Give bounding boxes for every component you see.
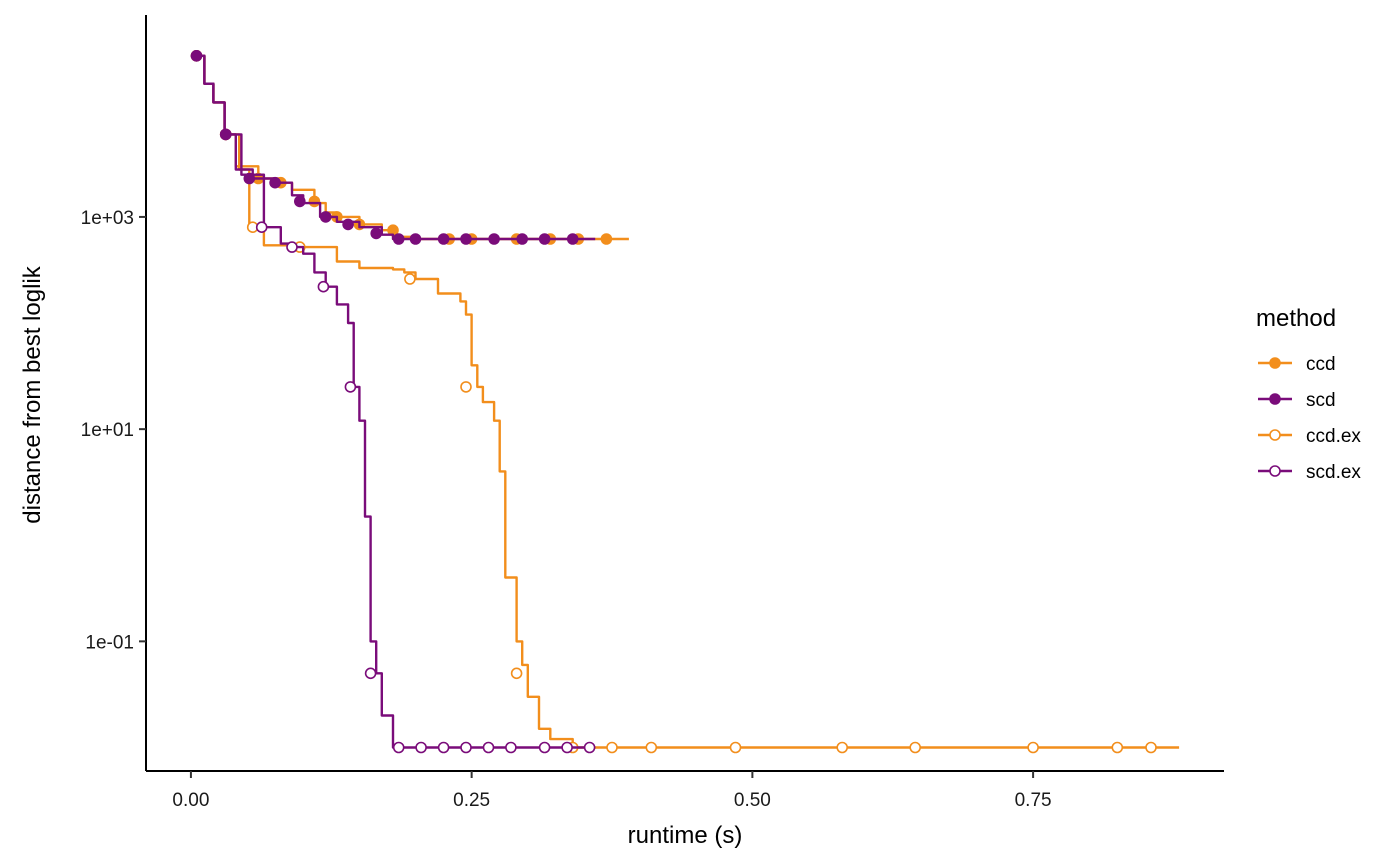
- y-axis-title: distance from best loglik: [19, 265, 46, 523]
- data-point: [645, 741, 658, 754]
- data-point: [437, 233, 450, 245]
- legend-item-ccd-ex: ccd.ex: [1258, 426, 1361, 447]
- data-point: [286, 241, 298, 253]
- legend: method ccd scd ccd.ex scd.ex: [1256, 305, 1361, 483]
- data-point: [488, 233, 500, 245]
- legend-item-ccd: ccd: [1258, 354, 1336, 375]
- data-point: [219, 128, 232, 141]
- x-tick-label: 0.75: [1015, 790, 1052, 811]
- data-point: [1145, 741, 1157, 754]
- data-point: [243, 172, 256, 185]
- data-point: [294, 195, 306, 208]
- data-point: [516, 233, 528, 245]
- series-line: [196, 54, 596, 749]
- series-scd-ex: [190, 49, 596, 754]
- series-line: [196, 54, 1180, 749]
- axes: 0.00 0.25 0.50 0.75 1e-01 1e+01 1e+03 runtime…: [19, 15, 1224, 849]
- x-tick-label: 0.00: [172, 790, 209, 811]
- y-tick-label: 1e-01: [85, 632, 134, 653]
- data-point: [561, 741, 573, 754]
- series-scd: [190, 50, 596, 245]
- data-point: [319, 211, 332, 223]
- series-ccd: [190, 50, 629, 245]
- data-point: [460, 233, 472, 245]
- data-point: [255, 221, 268, 233]
- y-ticks: 1e-01 1e+01 1e+03: [81, 208, 146, 653]
- data-point: [460, 381, 472, 393]
- data-point: [1027, 741, 1039, 754]
- data-point: [606, 741, 618, 754]
- data-point: [836, 741, 849, 754]
- data-point: [409, 233, 422, 245]
- data-point: [392, 233, 405, 245]
- data-point: [415, 741, 427, 754]
- legend-items: ccd scd ccd.ex scd.ex: [1258, 354, 1361, 483]
- legend-marker: [1269, 357, 1281, 369]
- data-point: [566, 233, 579, 245]
- data-point: [1111, 741, 1124, 754]
- legend-label: scd: [1306, 390, 1336, 411]
- data-point: [317, 280, 330, 293]
- plot-area: [190, 49, 1180, 754]
- legend-label: ccd: [1306, 354, 1336, 375]
- data-point: [600, 233, 613, 245]
- legend-label: ccd.ex: [1306, 426, 1361, 447]
- data-point: [190, 50, 203, 62]
- data-point: [909, 741, 922, 754]
- legend-marker: [1269, 393, 1281, 405]
- data-point: [482, 741, 495, 754]
- y-tick-label: 1e+03: [81, 208, 134, 229]
- data-point: [729, 741, 742, 754]
- series-line: [196, 54, 596, 241]
- legend-item-scd: scd: [1258, 390, 1336, 411]
- x-tick-label: 0.25: [453, 790, 490, 811]
- y-tick-label: 1e+01: [81, 420, 134, 441]
- x-ticks: 0.00 0.25 0.50 0.75: [172, 771, 1052, 811]
- data-point: [364, 667, 377, 680]
- data-point: [460, 741, 472, 754]
- data-point: [392, 741, 405, 754]
- data-point: [538, 741, 551, 754]
- data-point: [505, 741, 517, 754]
- x-axis-title: runtime (s): [628, 822, 743, 849]
- data-point: [510, 667, 523, 680]
- x-tick-label: 0.50: [734, 790, 771, 811]
- series-line: [196, 54, 629, 241]
- data-point: [538, 233, 551, 245]
- legend-title: method: [1256, 305, 1336, 332]
- legend-label: scd.ex: [1306, 462, 1361, 483]
- legend-marker: [1269, 465, 1281, 477]
- data-point: [308, 195, 321, 208]
- data-point: [404, 273, 416, 285]
- legend-item-scd-ex: scd.ex: [1258, 462, 1361, 483]
- legend-marker: [1269, 429, 1281, 441]
- series-layer: [190, 49, 1180, 754]
- series-ccd-ex: [190, 49, 1180, 754]
- data-point: [344, 381, 357, 393]
- data-point: [387, 224, 399, 236]
- data-point: [583, 741, 596, 754]
- data-point: [437, 741, 450, 754]
- data-point: [342, 218, 354, 231]
- data-point: [370, 227, 383, 240]
- data-point: [269, 176, 281, 189]
